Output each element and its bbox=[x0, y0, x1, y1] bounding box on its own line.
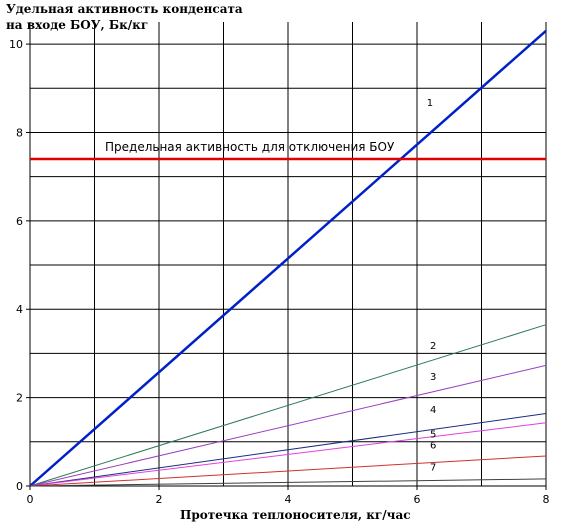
series-label-2: 2 bbox=[430, 341, 436, 352]
series-line-6 bbox=[29, 455, 547, 487]
series-line-4 bbox=[29, 413, 547, 487]
x-tick-label: 0 bbox=[27, 493, 34, 506]
series-label-4: 4 bbox=[430, 405, 436, 416]
series-line-1 bbox=[29, 29, 547, 487]
axes-layer: 0 2 4 6 8 0 2 4 6 8 10 bbox=[9, 22, 550, 506]
series-line-5 bbox=[29, 422, 547, 487]
series-label-7: 7 bbox=[430, 463, 436, 474]
y-tick-label: 4 bbox=[16, 303, 23, 316]
x-tick-label: 8 bbox=[543, 493, 550, 506]
series-label-1: 1 bbox=[427, 98, 433, 109]
labels-layer: 1 2 3 4 56 7 Предельная активность для отключе… bbox=[105, 98, 436, 474]
series-label-6: 6 bbox=[430, 440, 436, 451]
series-layer bbox=[29, 29, 547, 487]
chart-title-line-2: на входе БОУ, Бк/кг bbox=[6, 18, 149, 32]
series-line-3 bbox=[29, 364, 547, 487]
y-tick-label: 8 bbox=[16, 126, 23, 139]
y-tick-label: 10 bbox=[9, 38, 23, 51]
threshold-label: Предельная активность для отключения БОУ bbox=[105, 140, 395, 154]
x-tick-label: 4 bbox=[285, 493, 292, 506]
series-line-7 bbox=[29, 478, 547, 487]
y-tick-label: 2 bbox=[16, 392, 23, 405]
chart-title-line-1: Удельная активность конденсата bbox=[6, 2, 243, 16]
x-axis-label: Протечка теплоносителя, кг/час bbox=[180, 508, 411, 522]
series-label-5: 5 bbox=[430, 429, 436, 440]
grid-layer bbox=[30, 22, 547, 486]
series-label-3: 3 bbox=[430, 372, 436, 383]
y-tick-label: 6 bbox=[16, 215, 23, 228]
series-line-2 bbox=[29, 324, 547, 487]
y-tick-label: 0 bbox=[16, 480, 23, 493]
x-tick-label: 2 bbox=[156, 493, 163, 506]
x-tick-label: 6 bbox=[414, 493, 421, 506]
